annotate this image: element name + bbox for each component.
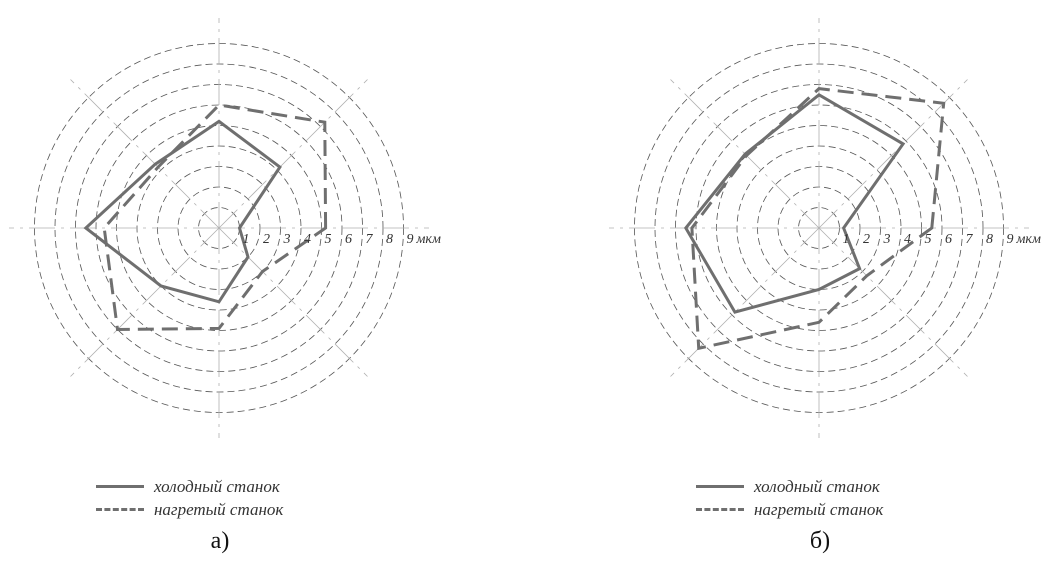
ring-label: 8: [386, 232, 393, 247]
ring-label: 1: [243, 232, 250, 247]
ring-label: 5: [325, 232, 332, 247]
legend-swatch-solid: [696, 485, 744, 488]
ring-label: 3: [883, 232, 891, 247]
legend-label-heated: нагретый станок: [754, 499, 884, 519]
legend-swatch-solid: [96, 485, 144, 488]
ring-label: 9: [407, 232, 414, 247]
caption-b: б): [809, 528, 831, 554]
unit-label: мкм: [416, 232, 441, 247]
radial-axis: [218, 79, 368, 229]
series-cold-line: [683, 92, 906, 314]
ring-label: 9: [1007, 232, 1014, 247]
caption-a: а): [210, 528, 230, 554]
ring-label: 4: [904, 232, 911, 247]
ring-label: 2: [863, 232, 870, 247]
chart-a-axes: [9, 18, 429, 438]
radar-chart-a: 1 2 3 4 5 6 7 8 9 мкм: [9, 18, 441, 438]
chart-a-series: [83, 103, 328, 332]
radial-axis: [218, 227, 368, 377]
legend-a: холодный станок нагретый станок: [96, 475, 283, 521]
ring-label: 4: [304, 232, 311, 247]
ring-label: 7: [366, 232, 374, 247]
legend-label-cold: холодный станок: [754, 476, 880, 496]
legend-label-cold: холодный станок: [154, 476, 280, 496]
chart-b-axes: [609, 18, 1029, 438]
ring-label: 8: [986, 232, 993, 247]
series-cold-line: [83, 119, 282, 304]
legend-row-cold: холодный станок: [696, 475, 883, 498]
legend-swatch-dashed: [696, 508, 744, 511]
radial-axis: [670, 227, 820, 377]
chart-a-ring-labels: 1 2 3 4 5 6 7 8 9 мкм: [243, 232, 441, 247]
ring-label: 2: [263, 232, 270, 247]
series-heated-line: [102, 103, 328, 332]
legend-row-heated: нагретый станок: [96, 498, 283, 521]
radar-chart-b: 1 2 3 4 5 6 7 8 9 мкм: [609, 18, 1041, 438]
unit-label: мкм: [1016, 232, 1041, 247]
legend-label-heated: нагретый станок: [154, 499, 284, 519]
ring-label: 6: [945, 232, 952, 247]
radial-axis: [70, 79, 220, 229]
chart-b-series: [683, 87, 946, 351]
legend-row-heated: нагретый станок: [696, 498, 883, 521]
ring-label: 6: [345, 232, 352, 247]
legend-swatch-dashed: [96, 508, 144, 511]
ring-label: 7: [966, 232, 974, 247]
ring-label: 3: [283, 232, 291, 247]
radial-axis: [818, 79, 968, 229]
radial-axis: [818, 227, 968, 377]
legend-b: холодный станок нагретый станок: [696, 475, 883, 521]
radial-axis: [70, 227, 220, 377]
legend-row-cold: холодный станок: [96, 475, 283, 498]
ring-label: 1: [843, 232, 850, 247]
series-heated-line: [690, 87, 946, 351]
chart-b-ring-labels: 1 2 3 4 5 6 7 8 9 мкм: [843, 232, 1041, 247]
ring-label: 5: [925, 232, 932, 247]
